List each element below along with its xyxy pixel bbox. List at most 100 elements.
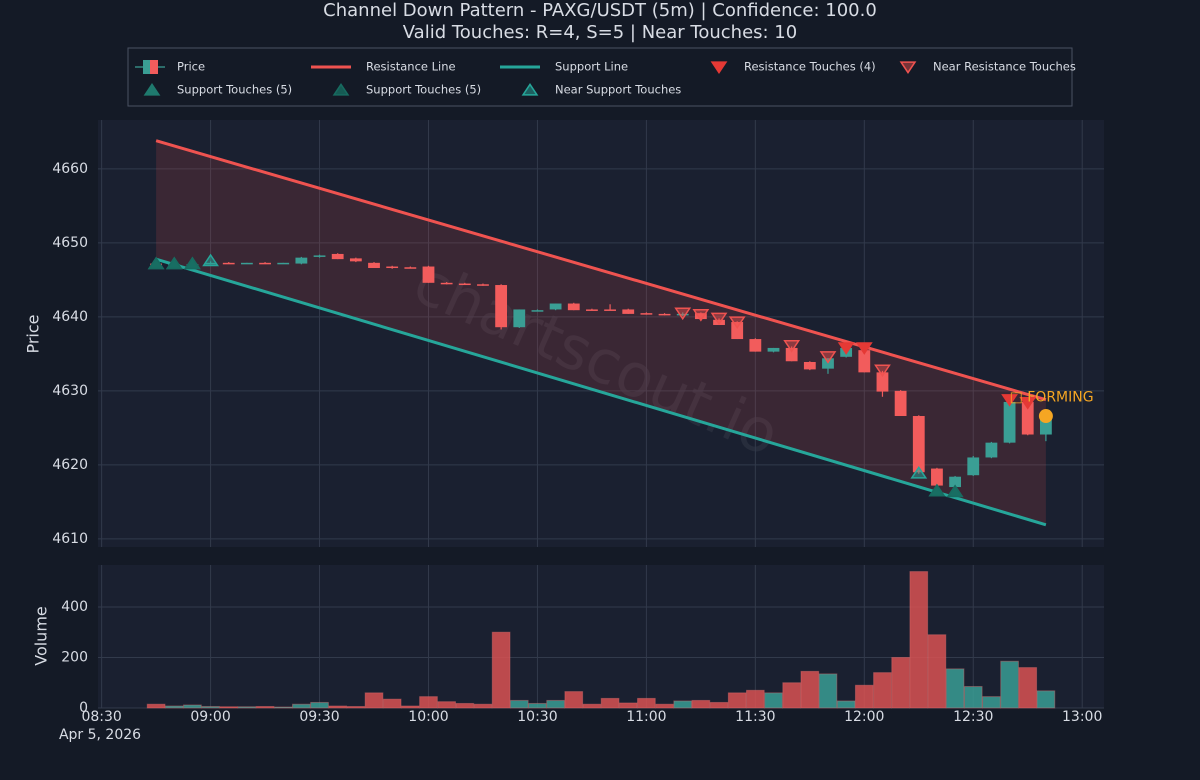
volume-bar	[419, 696, 438, 709]
candle-body	[604, 309, 616, 311]
candle-body	[313, 255, 326, 257]
y-tick-label: 400	[61, 599, 88, 615]
touch-marker	[783, 340, 801, 353]
candle-body	[277, 262, 290, 265]
chart-title: Channel Down Pattern - PAXG/USDT (5m) | …	[323, 0, 877, 21]
legend-label: Resistance Line	[366, 60, 456, 74]
x-tick-label: 13:00	[1062, 709, 1102, 725]
volume-bar	[292, 703, 311, 709]
volume-bar	[437, 701, 457, 709]
candle-body	[222, 262, 235, 265]
touch-marker	[837, 342, 855, 355]
trend-line	[155, 257, 1047, 527]
candle-body	[1039, 416, 1052, 435]
candle-body	[640, 313, 653, 315]
legend-label: Near Resistance Touches	[933, 60, 1076, 74]
annotation: □ FORMING	[1010, 390, 1094, 406]
candle-body	[803, 361, 816, 370]
volume-bar	[183, 704, 202, 709]
touch-marker	[1019, 397, 1037, 410]
candle-body	[422, 266, 435, 283]
volume-bar	[1000, 660, 1019, 709]
legend-symbol	[143, 60, 151, 74]
touch-marker	[147, 256, 165, 270]
volume-bar	[873, 672, 892, 709]
x-tick-label: 10:00	[408, 709, 448, 725]
volume-bar	[582, 703, 602, 709]
legend-label: Price	[177, 60, 205, 74]
volume-bar	[745, 689, 765, 709]
legend-label: Near Support Touches	[555, 83, 681, 97]
candle-body	[440, 282, 453, 285]
volume-bar	[982, 696, 1001, 709]
touch-marker	[946, 484, 964, 498]
volume-bar	[273, 706, 293, 709]
candle-body	[949, 476, 961, 488]
x-tick-label: 09:00	[190, 709, 230, 725]
candle-body	[876, 372, 889, 392]
touch-marker	[674, 307, 692, 321]
volume-bar	[618, 702, 638, 709]
candle-body	[241, 262, 253, 265]
volume-bar	[727, 692, 747, 709]
candle-body	[749, 339, 762, 352]
x-tick-label: 12:00	[844, 709, 884, 725]
legend-label: Support Line	[555, 60, 628, 74]
candle-body	[912, 416, 925, 473]
y-tick-label: 4640	[52, 309, 88, 325]
touch-marker	[710, 312, 728, 326]
y-tick-label: 4650	[52, 235, 88, 251]
y-axis-label: Price	[24, 314, 43, 353]
volume-bar	[164, 705, 184, 709]
candle-body	[349, 258, 362, 262]
y-tick-label: 200	[61, 649, 88, 665]
volume-bar	[473, 703, 493, 709]
legend-label: Resistance Touches (4)	[744, 60, 876, 74]
touch-marker	[165, 256, 183, 270]
candle-body	[767, 347, 780, 352]
legend-symbol	[521, 83, 539, 96]
x-tick-label: 11:00	[626, 709, 666, 725]
legend-label: Support Touches (5)	[177, 83, 292, 97]
volume-bar	[219, 706, 239, 709]
candle-body	[513, 309, 526, 328]
candle-body	[259, 262, 271, 265]
volume-bar	[346, 705, 366, 709]
touch-marker	[692, 308, 710, 322]
chart-subtitle: Valid Touches: R=4, S=5 | Near Touches: …	[403, 22, 797, 43]
volume-bar	[146, 703, 166, 709]
candle-body	[295, 257, 308, 264]
candle-body	[404, 267, 417, 269]
touch-marker	[728, 316, 746, 329]
volume-bar	[637, 697, 656, 709]
touch-marker	[874, 364, 891, 378]
x-tick-label: 08:30	[81, 709, 121, 725]
volume-bar	[854, 684, 874, 709]
legend-symbol	[899, 61, 917, 74]
legend-label: Support Touches (5)	[366, 83, 481, 97]
x-offset-label: Apr 5, 2026	[59, 727, 141, 743]
candle-body	[967, 457, 980, 476]
channel-fill	[156, 140, 1046, 525]
volume-bar	[600, 697, 620, 709]
touch-marker	[184, 256, 201, 270]
candle-body	[477, 284, 489, 286]
volume-bar	[891, 656, 910, 709]
volume-bar	[800, 670, 820, 709]
x-tick-label: 12:30	[953, 709, 993, 725]
candle-body	[658, 313, 671, 316]
legend-box	[127, 47, 1073, 107]
candle-body	[458, 283, 471, 286]
candle-body	[694, 313, 707, 320]
volume-bar	[564, 691, 584, 709]
forming-dot	[1038, 409, 1053, 424]
candle-body	[676, 313, 689, 316]
candle-body	[495, 285, 508, 328]
candle-body	[368, 262, 380, 269]
y-tick-label: 4660	[52, 161, 88, 177]
legend-symbol	[143, 83, 161, 96]
x-tick-label: 11:30	[735, 709, 775, 725]
volume-bar	[400, 705, 420, 709]
volume-bar	[509, 699, 529, 709]
